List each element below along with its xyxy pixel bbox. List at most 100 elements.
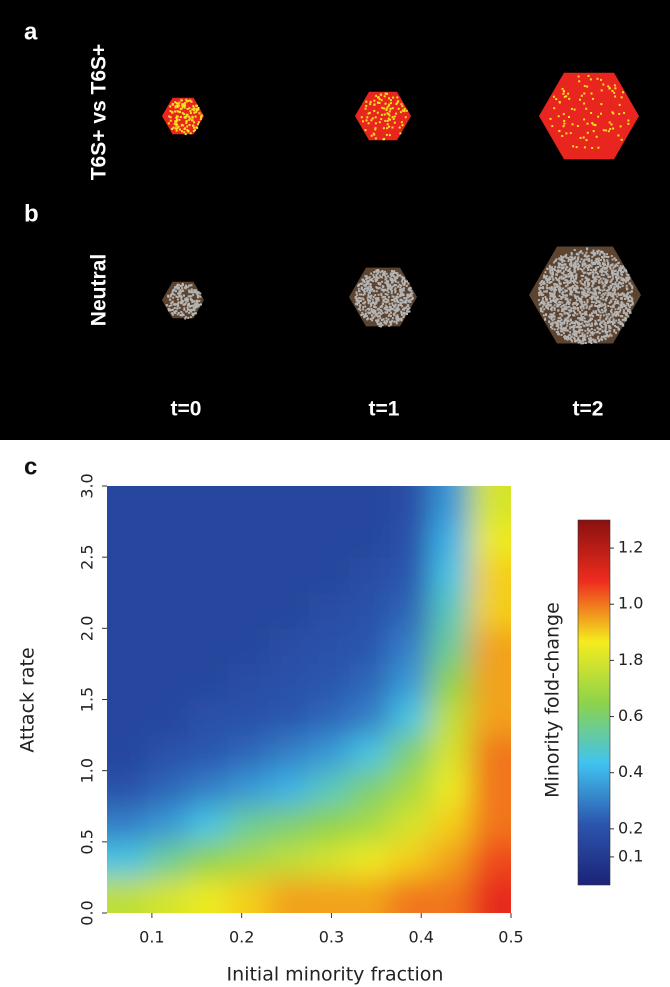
colony-speckle [393, 321, 395, 323]
time-label: t=0 [171, 398, 202, 421]
colony-speckle [403, 316, 405, 318]
colony-speckle [577, 326, 579, 328]
heatmap-cell [430, 593, 471, 629]
heatmap-cell [349, 593, 390, 629]
colony-speckle [178, 291, 180, 293]
colony-speckle [587, 321, 589, 323]
colony-speckle [578, 292, 580, 294]
colony-speckle [196, 300, 198, 302]
colony-speckle [550, 273, 552, 275]
colony-speckle [560, 278, 562, 280]
colony-speckle [575, 276, 577, 278]
colony-speckle [564, 335, 566, 337]
colony-speckle [562, 88, 564, 90]
heatmap-cell [228, 771, 269, 807]
colony-speckle [560, 326, 562, 328]
colony-speckle [590, 317, 592, 319]
colony-speckle [551, 318, 553, 320]
colony-speckle [607, 294, 609, 296]
colony-speckle [566, 312, 568, 314]
colony-speckle [385, 276, 387, 278]
colony-speckle [401, 314, 403, 316]
colony-speckle [618, 277, 620, 279]
colony-speckle [626, 314, 628, 316]
colony-speckle [378, 270, 380, 272]
colony-speckle [393, 313, 395, 315]
colony-speckle [616, 313, 618, 315]
colony-speckle [178, 126, 180, 128]
colony-speckle [573, 327, 575, 329]
colony-speckle [368, 302, 370, 304]
colony-speckle [389, 110, 391, 112]
colony-speckle [620, 315, 622, 317]
colony-speckle [388, 97, 390, 99]
colony-speckle [583, 316, 585, 318]
colony-speckle [543, 308, 545, 310]
colony-speckle [398, 320, 400, 322]
colony-speckle [174, 307, 176, 309]
colony-speckle [583, 307, 585, 309]
colony-speckle [575, 273, 577, 275]
colony-speckle [365, 278, 367, 280]
colony-speckle [383, 127, 385, 129]
colony-speckle [181, 124, 183, 126]
colony-speckle [606, 297, 608, 299]
colony-speckle [589, 319, 591, 321]
colony-speckle [600, 103, 602, 105]
colony-speckle [390, 306, 392, 308]
colony-speckle [193, 127, 195, 129]
colony-speckle [389, 321, 391, 323]
colony-speckle [392, 107, 394, 109]
colony-speckle [399, 302, 401, 304]
colony-speckle [574, 330, 576, 332]
colony-speckle [391, 275, 393, 277]
colony-speckle [605, 314, 607, 316]
colony-speckle [372, 299, 374, 301]
colony-speckle [593, 254, 595, 256]
colony-speckle [582, 340, 584, 342]
colony-speckle [553, 96, 555, 98]
colony-speckle [597, 147, 599, 149]
colony-speckle [549, 298, 551, 300]
colony-speckle [372, 274, 374, 276]
colony-speckle [573, 310, 575, 312]
colony-speckle [629, 311, 631, 313]
colony-speckle [377, 320, 379, 322]
colony-speckle [183, 304, 185, 306]
colony-speckle [598, 288, 600, 290]
colony-speckle [195, 105, 197, 107]
colony-speckle [560, 255, 562, 257]
colony-speckle [545, 278, 547, 280]
colony-speckle [366, 318, 368, 320]
heatmap-cell [471, 700, 552, 736]
colony-speckle [599, 254, 601, 256]
colony-speckle [566, 290, 568, 292]
colony-speckle [558, 278, 560, 280]
colony-speckle [559, 287, 561, 289]
colony-speckle [573, 306, 575, 308]
colony-speckle [615, 299, 617, 301]
colony-speckle [392, 127, 394, 129]
colony-speckle [388, 104, 390, 106]
heatmap-cell [188, 735, 229, 771]
colony-speckle [364, 306, 366, 308]
colony-speckle [567, 306, 569, 308]
colony-speckle [396, 316, 398, 318]
colony-speckle [386, 320, 388, 322]
colony-speckle [371, 295, 373, 297]
colony-speckle [366, 290, 368, 292]
colony-speckle [600, 259, 602, 261]
colony-speckle [569, 299, 571, 301]
colony-speckle [373, 276, 375, 278]
colony-speckle [390, 278, 392, 280]
colony-speckle [367, 294, 369, 296]
colony-speckle [190, 310, 192, 312]
colony-speckle [616, 278, 618, 280]
colony-speckle [193, 304, 195, 306]
colony-speckle [581, 282, 583, 284]
heatmap-cell [349, 771, 390, 807]
colony-speckle [617, 273, 619, 275]
colony-speckle [540, 291, 542, 293]
colony-speckle [376, 279, 378, 281]
colony-speckle [370, 119, 372, 121]
